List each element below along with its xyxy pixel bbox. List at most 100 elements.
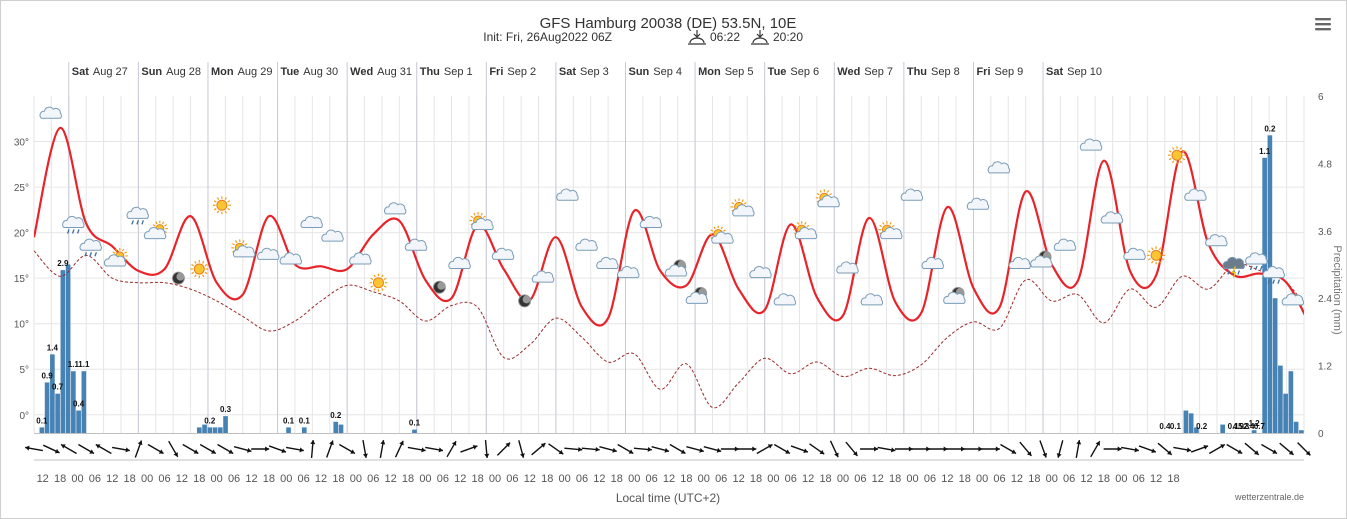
- day-label-date: Sep 7: [864, 66, 893, 78]
- sun-cloud-icon: [469, 212, 494, 231]
- cloudy-icon: [300, 215, 323, 229]
- day-label-weekday: Mon: [698, 66, 721, 78]
- cloud-sun-icon: [143, 220, 168, 240]
- wind-arrow: [929, 446, 948, 452]
- wind-arrow: [617, 443, 634, 455]
- wind-arrow-head: [281, 448, 287, 454]
- precip-bar-label: 1.4: [47, 343, 59, 352]
- precip-bar: [202, 424, 207, 433]
- cloud-shape: [1100, 211, 1124, 224]
- cloudy-icon: [1100, 211, 1124, 224]
- x-hour-tick-label: 12: [315, 473, 327, 485]
- sun-ray: [1151, 247, 1154, 251]
- y-axis-right-title: Precipitation (mm): [1331, 245, 1343, 334]
- wind-arrow-head: [89, 449, 94, 454]
- wind-arrow-head: [310, 440, 316, 445]
- y-right-tick-label: 3.6: [1318, 227, 1332, 238]
- wind-arrow: [233, 445, 252, 453]
- cloudy-icon: [321, 229, 344, 242]
- wind-arrow: [773, 443, 791, 455]
- precip-bar-label: 1.2: [1249, 419, 1261, 428]
- rain-icon: [126, 206, 149, 225]
- precip-bar-label: 1.1: [1259, 147, 1271, 156]
- rain-drop: [136, 220, 139, 225]
- sun-ray: [202, 274, 205, 278]
- x-hour-tick-label: 00: [1046, 473, 1058, 485]
- wind-arrow: [1000, 443, 1017, 455]
- day-label-date: Sep 3: [580, 66, 609, 78]
- x-hour-tick-label: 00: [71, 473, 83, 485]
- rain-drop: [84, 252, 88, 257]
- precip-bar-label: 0.7: [52, 383, 64, 392]
- sun-ray: [204, 271, 208, 275]
- wind-arrow: [1121, 446, 1140, 453]
- wind-arrow-head: [211, 449, 216, 454]
- wind-arrow: [1138, 445, 1157, 454]
- wind-arrow: [829, 440, 839, 458]
- sun-disc: [372, 277, 384, 289]
- cloud-shape: [749, 266, 772, 279]
- wind-arrow-head: [1288, 450, 1294, 455]
- wind-arrow: [251, 446, 270, 452]
- x-hour-tick-label: 12: [941, 473, 953, 485]
- sun-ray: [483, 215, 486, 219]
- sun-ray: [242, 240, 245, 243]
- wind-arrow: [60, 443, 77, 455]
- day-label: Fri Sep 9: [976, 66, 1023, 78]
- cloud-shape: [596, 256, 619, 269]
- wind-arrow-head: [1272, 449, 1277, 454]
- x-hour-tick-label: 18: [193, 473, 205, 485]
- cloudy-icon: [836, 261, 859, 274]
- cloud-shape: [404, 238, 428, 251]
- precip-bar: [1194, 427, 1199, 433]
- x-hour-tick-label: 12: [663, 473, 675, 485]
- cloud-shape: [103, 254, 127, 267]
- precip-bar: [81, 371, 87, 433]
- wind-arrow-head: [680, 449, 686, 454]
- wind-arrow-head: [1026, 451, 1032, 456]
- x-axis-title: Local time (UTC+2): [616, 491, 720, 505]
- wind-arrow-head: [995, 446, 1000, 452]
- cloud-shape: [943, 291, 966, 304]
- day-label-date: Aug 29: [238, 66, 273, 78]
- y-right-tick-label: 0: [1318, 429, 1324, 440]
- cloud-shape: [448, 256, 471, 269]
- x-hour-tick-label: 00: [837, 473, 849, 485]
- day-label-weekday: Fri: [976, 66, 990, 78]
- x-hour-tick-label: 00: [489, 473, 501, 485]
- cloud-shape: [817, 195, 840, 208]
- cloudy-icon: [257, 247, 280, 260]
- storm-icon: [1222, 256, 1245, 278]
- cloud-shape: [349, 252, 372, 265]
- rain-drop: [89, 252, 93, 257]
- sun-ray: [741, 199, 744, 202]
- hamburger-menu-icon[interactable]: [1310, 12, 1336, 36]
- x-hour-tick-label: 12: [106, 473, 118, 485]
- wind-arrow-head: [1254, 450, 1259, 455]
- cloudy-icon: [860, 293, 884, 306]
- sun-ray: [1168, 150, 1172, 153]
- sun-ray: [829, 192, 832, 196]
- rain-drop: [76, 229, 80, 234]
- x-hour-tick-label: 06: [437, 473, 449, 485]
- rain-drop: [66, 229, 70, 234]
- wind-arrow-head: [595, 446, 600, 452]
- precip-bar: [1272, 298, 1278, 433]
- wind-arrow: [268, 445, 287, 454]
- precip-bar: [1293, 421, 1299, 433]
- day-label-weekday: Mon: [211, 66, 234, 78]
- day-label-date: Sep 6: [790, 66, 819, 78]
- precip-bar-label: 0.7: [1254, 422, 1266, 431]
- cloudy-icon: [404, 238, 428, 251]
- wind-arrow: [1297, 442, 1311, 456]
- wind-arrow: [25, 445, 43, 452]
- sun-ray: [121, 248, 125, 252]
- x-hour-tick-label: 00: [767, 473, 779, 485]
- x-hour-tick-label: 18: [332, 473, 344, 485]
- sun-ray: [381, 288, 384, 291]
- cloudy-icon: [966, 197, 990, 210]
- cloudy-icon: [448, 256, 471, 269]
- x-hour-tick-label: 12: [37, 473, 49, 485]
- sun-ray: [879, 224, 883, 228]
- precip-bar: [1183, 410, 1189, 433]
